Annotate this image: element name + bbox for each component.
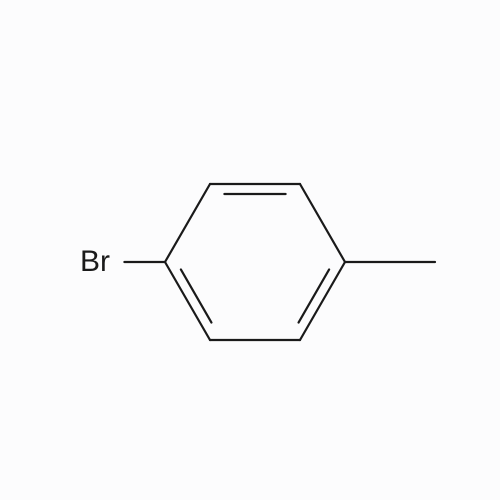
atom-label-br: Br xyxy=(80,245,110,279)
molecule-canvas: Br xyxy=(0,0,500,500)
bond-layer xyxy=(0,0,500,500)
